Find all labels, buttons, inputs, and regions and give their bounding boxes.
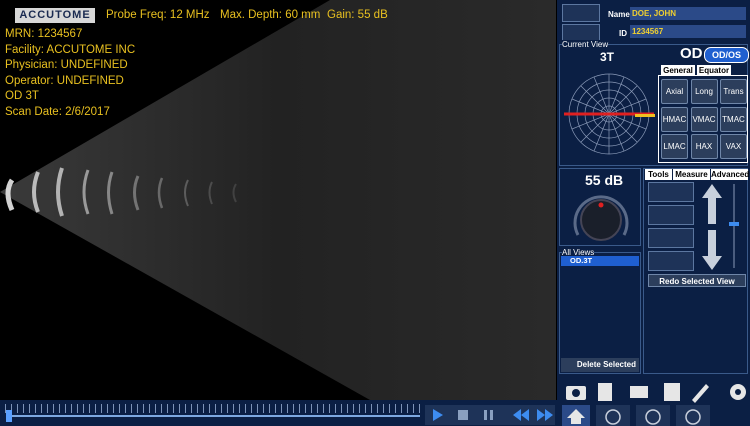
playback-controls bbox=[425, 405, 555, 425]
redo-view-button[interactable]: Redo Selected View bbox=[648, 274, 746, 287]
name-field[interactable]: DOE, JOHN bbox=[630, 7, 746, 20]
timeline-ticks bbox=[5, 404, 420, 413]
view-button[interactable]: Long bbox=[690, 79, 718, 104]
view-list-item[interactable]: OD.3T bbox=[561, 256, 639, 266]
play-button[interactable] bbox=[433, 409, 443, 421]
ubm-mode[interactable] bbox=[676, 405, 710, 426]
tools-tab[interactable]: Advanced bbox=[711, 169, 750, 180]
max-depth: Max. Depth: 60 mm bbox=[220, 9, 321, 21]
rewind-button[interactable] bbox=[513, 409, 529, 421]
name-label: Name bbox=[608, 10, 630, 19]
all-views-panel bbox=[559, 252, 641, 374]
gain-knob[interactable] bbox=[570, 190, 632, 245]
timeline-track bbox=[8, 415, 420, 417]
scroll-arrows bbox=[702, 184, 739, 270]
eye-toggle-button[interactable]: OD/OS bbox=[704, 47, 749, 63]
view-button[interactable]: TMAC bbox=[720, 106, 747, 132]
view-button[interactable]: Trans bbox=[720, 79, 747, 104]
patient-info-line: OD 3T bbox=[5, 90, 39, 102]
patient-info-line: MRN: 1234567 bbox=[5, 28, 83, 40]
view-button[interactable]: LMAC bbox=[661, 134, 688, 159]
view-button[interactable]: VMAC bbox=[690, 106, 718, 132]
stop-button[interactable] bbox=[458, 410, 468, 420]
probe-marker bbox=[635, 114, 655, 117]
probe-freq: Probe Freq: 12 MHz bbox=[106, 9, 210, 21]
view-name: 3T bbox=[600, 50, 615, 64]
patient-info-line: Physician: UNDEFINED bbox=[5, 59, 128, 71]
b-scan-mode[interactable] bbox=[636, 405, 670, 426]
all-views-label: All Views bbox=[562, 248, 595, 257]
zoom-in-button[interactable] bbox=[648, 182, 694, 202]
gain-readout: Gain: 55 dB bbox=[327, 9, 388, 21]
a-scan-mode[interactable] bbox=[596, 405, 630, 426]
view-button[interactable]: HAX bbox=[690, 134, 718, 159]
id-field[interactable]: 1234567 bbox=[630, 25, 746, 38]
view-tab[interactable]: General bbox=[661, 65, 695, 76]
logo: ACCUTOME bbox=[15, 8, 95, 23]
down-arrow[interactable] bbox=[702, 230, 722, 270]
zoom-out-button[interactable] bbox=[648, 205, 694, 225]
forward-button[interactable] bbox=[537, 409, 553, 421]
delete-selected-button[interactable]: Delete Selected bbox=[561, 358, 639, 372]
a-scan-button[interactable] bbox=[648, 228, 694, 248]
tools-panel bbox=[643, 168, 748, 374]
patient-info-line: Scan Date: 2/6/2017 bbox=[5, 105, 110, 118]
eye: OD bbox=[680, 45, 703, 62]
patient-info-line: Facility: ACCUTOME INC bbox=[5, 43, 136, 56]
annotate-button[interactable] bbox=[648, 251, 694, 271]
view-button[interactable]: HMAC bbox=[661, 106, 688, 132]
toolbar-icons bbox=[562, 383, 746, 426]
view-button[interactable]: VAX bbox=[720, 134, 747, 159]
view-button[interactable]: Axial bbox=[661, 79, 688, 104]
tools-tab[interactable]: Measure bbox=[673, 169, 710, 180]
patient-info-line: Operator: UNDEFINED bbox=[5, 74, 124, 87]
tools-tab[interactable]: Tools bbox=[645, 169, 672, 180]
gain-value: 55 dB bbox=[585, 172, 624, 188]
add-patient-button[interactable] bbox=[562, 24, 600, 41]
current-view-label: Current View bbox=[562, 40, 609, 49]
pause-button[interactable] bbox=[484, 410, 493, 420]
timeline-handle[interactable] bbox=[6, 410, 12, 422]
up-arrow[interactable] bbox=[702, 184, 722, 224]
open-folder-button[interactable] bbox=[562, 4, 600, 22]
view-tab[interactable]: Equator bbox=[697, 65, 731, 76]
id-label: ID bbox=[619, 29, 627, 38]
scan-image bbox=[0, 0, 556, 400]
